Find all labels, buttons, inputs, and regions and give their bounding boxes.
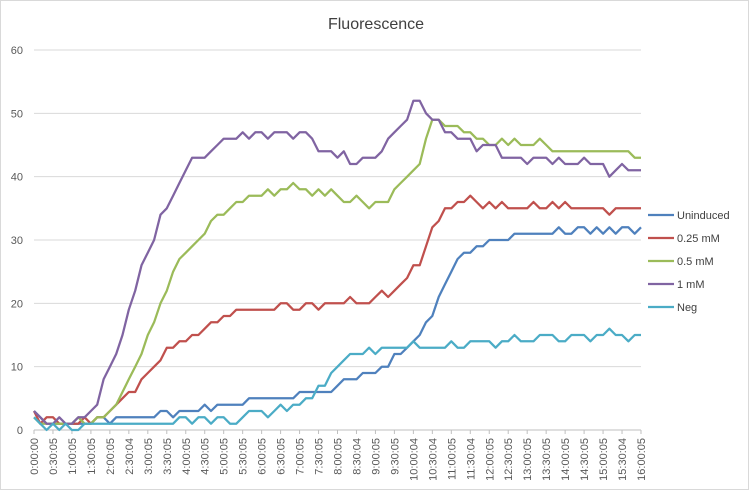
x-tick-label: 4:00:05: [181, 438, 193, 475]
y-axis-ticks: 0 10 20 30 40 50 60: [11, 45, 23, 437]
legend-label: 0.5 mM: [677, 256, 714, 268]
legend-label: 1 mM: [677, 279, 705, 291]
x-tick-label: 10:30:04: [427, 438, 439, 481]
x-tick-label: 9:00:05: [370, 438, 382, 475]
legend-label: Uninduced: [677, 210, 730, 222]
x-tick-label: 2:30:04: [124, 438, 136, 475]
y-tick-label: 10: [11, 362, 23, 374]
y-tick-label: 20: [11, 298, 23, 310]
x-tick-label: 8:30:04: [351, 438, 363, 475]
x-axis-ticks: 0:00:00 0:30:05 1:00:05 1:30:05 2:00:05 2:30:…: [29, 430, 648, 481]
x-tick-label: 8:00:05: [333, 438, 345, 475]
x-tick-label: 0:00:00: [29, 438, 41, 475]
series-line-0-5-mm: [33, 118, 641, 425]
x-tick-label: 13:30:05: [541, 438, 553, 481]
x-tick-label: 15:30:04: [617, 438, 629, 481]
x-tick-label: 7:00:05: [295, 438, 307, 475]
legend: Uninduced 0.25 mM 0.5 mM 1 mM Neg: [648, 210, 730, 314]
x-tick-label: 12:00:05: [484, 438, 496, 481]
series-line-neg: [33, 327, 641, 432]
x-tick-label: 6:00:05: [257, 438, 269, 475]
x-tick-label: 1:00:05: [67, 438, 79, 475]
x-tick-label: 1:30:05: [86, 438, 98, 475]
series-line-uninduced: [33, 226, 642, 425]
x-tick-label: 13:00:05: [522, 438, 534, 481]
gridlines: [34, 49, 641, 431]
y-tick-label: 0: [17, 425, 23, 437]
x-tick-label: 14:30:05: [579, 438, 591, 481]
y-tick-label: 50: [11, 108, 23, 120]
chart-title: Fluorescence: [328, 16, 424, 33]
x-tick-label: 11:30:04: [465, 438, 477, 480]
series-lines: [32, 99, 642, 432]
x-tick-label: 5:00:05: [219, 438, 231, 475]
x-tick-label: 4:30:05: [200, 438, 212, 475]
x-tick-label: 3:30:05: [162, 438, 174, 475]
x-tick-label: 12:30:05: [503, 438, 515, 481]
x-tick-label: 2:00:05: [105, 438, 117, 475]
x-tick-label: 6:30:05: [276, 438, 288, 475]
y-tick-label: 30: [11, 235, 23, 247]
x-tick-label: 3:00:05: [143, 438, 155, 475]
x-tick-label: 14:00:05: [560, 438, 572, 481]
series-line-0-25-mm: [32, 194, 641, 425]
y-tick-label: 40: [11, 172, 23, 184]
x-tick-label: 7:30:05: [314, 438, 326, 475]
x-tick-label: 9:30:05: [389, 438, 401, 475]
series-line-1-mm: [33, 99, 641, 425]
x-tick-label: 5:30:05: [238, 438, 250, 475]
y-tick-label: 60: [11, 45, 23, 57]
x-tick-label: 10:00:04: [408, 438, 420, 481]
legend-label: 0.25 mM: [677, 233, 720, 245]
x-tick-label: 16:00:05: [636, 438, 648, 481]
legend-label: Neg: [677, 302, 697, 314]
x-tick-label: 11:00:05: [446, 438, 458, 480]
x-tick-label: 15:00:05: [598, 438, 610, 481]
x-tick-label: 0:30:05: [48, 438, 60, 475]
